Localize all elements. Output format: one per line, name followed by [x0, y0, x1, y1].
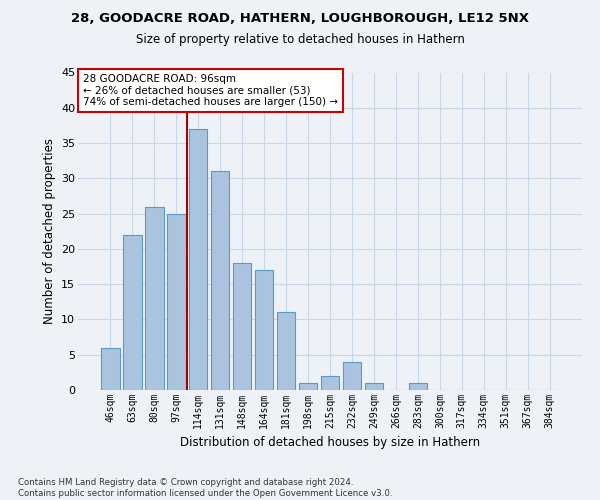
Bar — [255, 270, 274, 390]
Bar — [189, 129, 208, 390]
X-axis label: Distribution of detached houses by size in Hathern: Distribution of detached houses by size … — [180, 436, 480, 450]
Bar — [167, 214, 185, 390]
Text: Contains HM Land Registry data © Crown copyright and database right 2024.
Contai: Contains HM Land Registry data © Crown c… — [18, 478, 392, 498]
Text: 28, GOODACRE ROAD, HATHERN, LOUGHBOROUGH, LE12 5NX: 28, GOODACRE ROAD, HATHERN, LOUGHBOROUGH… — [71, 12, 529, 26]
Bar — [123, 235, 142, 390]
Bar — [277, 312, 295, 390]
Bar — [233, 263, 251, 390]
Bar — [320, 376, 340, 390]
Bar — [145, 206, 164, 390]
Bar — [365, 383, 383, 390]
Bar — [343, 362, 361, 390]
Bar — [101, 348, 119, 390]
Bar — [211, 172, 229, 390]
Bar — [409, 383, 427, 390]
Bar — [299, 383, 317, 390]
Text: Size of property relative to detached houses in Hathern: Size of property relative to detached ho… — [136, 32, 464, 46]
Y-axis label: Number of detached properties: Number of detached properties — [43, 138, 56, 324]
Text: 28 GOODACRE ROAD: 96sqm
← 26% of detached houses are smaller (53)
74% of semi-de: 28 GOODACRE ROAD: 96sqm ← 26% of detache… — [83, 74, 338, 108]
